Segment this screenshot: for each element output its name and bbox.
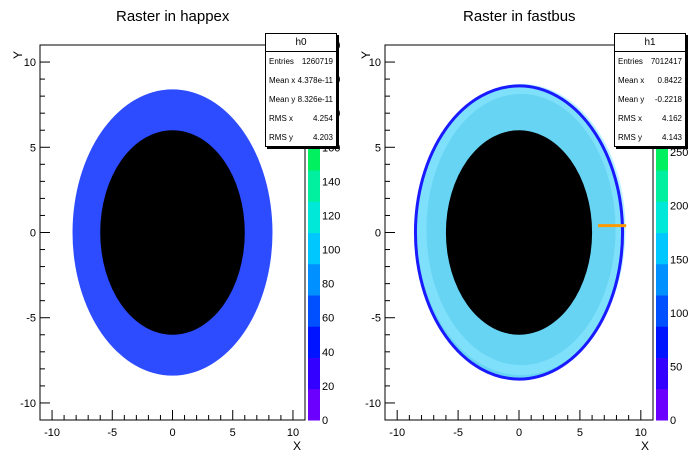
x-axis-label: X	[641, 439, 649, 453]
stats-box-name: h0	[266, 34, 336, 52]
stats-row-entries: Entries 1260719	[266, 52, 336, 71]
stats-value: 4.203	[312, 133, 333, 142]
stats-row-rms-x: RMS x 4.254	[266, 109, 336, 128]
color-scale-label: 0	[322, 415, 328, 427]
color-scale-label: 150	[670, 254, 688, 266]
y-tick-label: 0	[30, 228, 36, 240]
color-scale-band	[308, 357, 320, 390]
color-scale-band	[308, 170, 320, 202]
color-scale-label: 0	[670, 415, 676, 427]
color-scale-band	[308, 232, 320, 265]
color-scale-label: 20	[322, 381, 334, 393]
raster-annulus-texture	[416, 83, 626, 376]
stats-row-rms-y: RMS y 4.203	[266, 128, 336, 147]
y-tick-label: 0	[375, 228, 381, 240]
chart-title: Raster in happex	[116, 8, 230, 25]
y-tick-label: -5	[371, 313, 381, 325]
stats-label: Mean x	[618, 76, 645, 85]
stats-value: 0.8422	[657, 76, 682, 85]
stats-label: Mean y	[269, 95, 296, 104]
stats-value: -0.2218	[654, 95, 682, 104]
color-scale-band	[656, 388, 668, 421]
stats-row-mean-y: Mean y 8.326e-11	[266, 90, 336, 109]
stats-value: 4.378e-11	[297, 76, 333, 85]
raster-hole	[100, 130, 245, 335]
color-scale-band	[656, 201, 668, 233]
x-tick-label: -5	[453, 427, 463, 439]
stats-row-mean-y: Mean y -0.2218	[615, 90, 685, 109]
color-scale-band	[308, 295, 320, 327]
color-scale-band	[308, 326, 320, 358]
color-scale-label: 80	[322, 279, 334, 291]
stats-value: 8.326e-11	[297, 95, 333, 104]
stats-box-h0: h0 Entries 1260719 Mean x 4.378e-11 Mean y…	[265, 33, 337, 147]
color-scale-band	[656, 170, 668, 202]
color-scale-label: 60	[322, 313, 334, 325]
color-scale-band	[308, 201, 320, 233]
stats-value: 4.162	[661, 114, 682, 123]
chart-panel-fastbus: -10-50510-10-50510XY05010015020025030035…	[348, 0, 696, 472]
y-tick-label: 5	[375, 142, 381, 154]
x-tick-label: 10	[635, 427, 647, 439]
y-tick-label: 5	[30, 142, 36, 154]
x-tick-label: -5	[107, 427, 117, 439]
color-scale-label: 100	[670, 308, 688, 320]
stats-label: RMS y	[618, 133, 642, 142]
chart-happex-plot: -10 -5 0 5 10-10-50510XY02040608010012014016…	[11, 40, 340, 453]
stats-row-entries: Entries 7012417	[615, 52, 685, 71]
color-scale-label: 250	[670, 147, 688, 159]
y-axis-label: Y	[359, 51, 373, 59]
stats-label: Mean y	[618, 95, 645, 104]
y-tick-label: -10	[365, 398, 381, 410]
color-scale-label: 140	[322, 176, 340, 188]
stats-row-rms-y: RMS y 4.143	[615, 128, 685, 147]
stats-value: 7012417	[650, 57, 682, 66]
stats-row-rms-x: RMS x 4.162	[615, 109, 685, 128]
x-axis-label: X	[293, 439, 301, 453]
stats-row-mean-x: Mean x 4.378e-11	[266, 71, 336, 90]
raster-annulus-edge	[413, 84, 625, 381]
chart-fastbus-plot: -10-50510-10-50510XY05010015020025030035…	[359, 40, 688, 453]
stats-value: 1260719	[301, 57, 333, 66]
y-tick-label: -5	[26, 313, 36, 325]
stats-row-mean-x: Mean x 0.8422	[615, 71, 685, 90]
color-scale-label: 50	[670, 361, 682, 373]
x-tick-label: 5	[230, 427, 236, 439]
stats-box-h1: h1 Entries 7012417 Mean x 0.8422 Mean y -0.…	[614, 33, 686, 147]
color-scale-band	[656, 232, 668, 265]
raster-hole	[445, 130, 593, 335]
stats-label: Mean x	[269, 76, 296, 85]
x-tick-label: 0	[516, 427, 522, 439]
y-tick-label: -10	[20, 398, 36, 410]
x-tick-label: -10	[389, 427, 405, 439]
color-scale-label: 120	[322, 210, 340, 222]
color-scale-band	[308, 388, 320, 421]
stats-value: 4.254	[312, 114, 333, 123]
chart-panel-happex: -10 -5 0 5 10 -10 -5 0 5 10 X Y 0 20 40 60 80 100 120 140 16…	[11, 8, 340, 453]
color-scale-band	[308, 263, 320, 296]
chart-title: Raster in fastbus	[463, 8, 576, 25]
stats-label: Entries	[618, 57, 643, 66]
color-scale-band	[656, 263, 668, 296]
color-scale-band	[656, 295, 668, 327]
color-scale-band	[656, 326, 668, 358]
y-tick-label: 10	[24, 57, 36, 69]
stats-label: RMS x	[618, 114, 642, 123]
color-scale-band	[656, 357, 668, 390]
x-tick-label: 0	[169, 427, 175, 439]
x-tick-label: 10	[287, 427, 299, 439]
x-tick-label: 5	[577, 427, 583, 439]
stats-label: RMS x	[269, 114, 293, 123]
stats-label: RMS y	[269, 133, 293, 142]
y-tick-label: 10	[369, 57, 381, 69]
y-axis-label: Y	[11, 51, 25, 59]
color-scale-label: 100	[322, 245, 340, 257]
stats-label: Entries	[269, 57, 294, 66]
stats-box-name: h1	[615, 34, 685, 52]
stats-value: 4.143	[661, 133, 682, 142]
color-scale-label: 200	[670, 201, 688, 213]
x-tick-label: -10	[44, 427, 60, 439]
color-scale-label: 40	[322, 347, 334, 359]
